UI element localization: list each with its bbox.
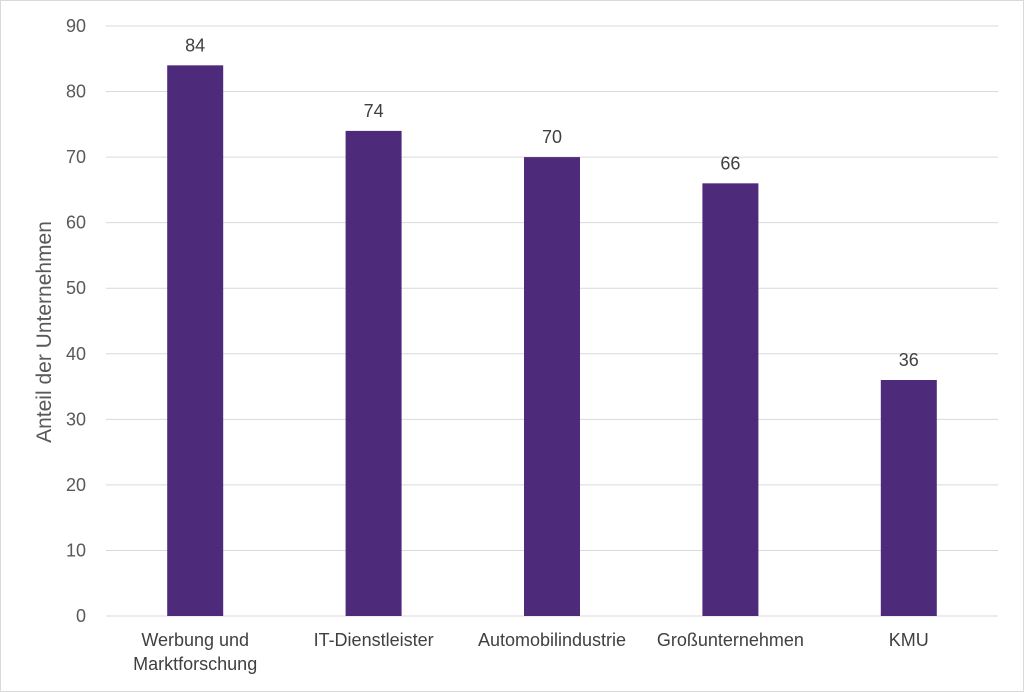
bar bbox=[167, 65, 224, 617]
y-axis-ticks: 0 10 20 30 40 50 60 70 80 90 bbox=[66, 16, 86, 626]
y-tick-label: 10 bbox=[66, 540, 86, 560]
y-tick-label: 20 bbox=[66, 475, 86, 495]
data-label: 66 bbox=[720, 153, 740, 173]
y-tick-label: 70 bbox=[66, 147, 86, 167]
data-labels: 84 74 70 66 36 bbox=[185, 35, 919, 370]
y-axis-label: Anteil der Unternehmen bbox=[33, 221, 56, 443]
x-category-label: Werbung und bbox=[141, 630, 249, 650]
gridlines bbox=[106, 25, 998, 617]
bar bbox=[524, 157, 580, 616]
data-label: 74 bbox=[364, 101, 384, 121]
bar bbox=[880, 380, 937, 616]
y-tick-label: 0 bbox=[76, 606, 86, 626]
x-category-label: IT-Dienstleister bbox=[314, 630, 434, 650]
data-label: 36 bbox=[899, 350, 919, 370]
y-tick-label: 50 bbox=[66, 278, 86, 298]
x-category-label: Großunternehmen bbox=[657, 630, 804, 650]
data-label: 70 bbox=[542, 127, 562, 147]
y-tick-label: 90 bbox=[66, 16, 86, 36]
bar bbox=[345, 130, 402, 616]
x-category-label: Automobilindustrie bbox=[478, 630, 626, 650]
x-category-label: KMU bbox=[889, 630, 929, 650]
bars bbox=[167, 65, 937, 617]
y-tick-label: 30 bbox=[66, 409, 86, 429]
data-label: 84 bbox=[185, 35, 205, 55]
x-axis-categories: Werbung und Marktforschung IT-Dienstleiste… bbox=[133, 630, 929, 674]
y-tick-label: 40 bbox=[66, 344, 86, 364]
x-category-label: Marktforschung bbox=[133, 654, 257, 674]
y-tick-label: 80 bbox=[66, 82, 86, 102]
y-tick-label: 60 bbox=[66, 213, 86, 233]
bar bbox=[702, 183, 759, 617]
